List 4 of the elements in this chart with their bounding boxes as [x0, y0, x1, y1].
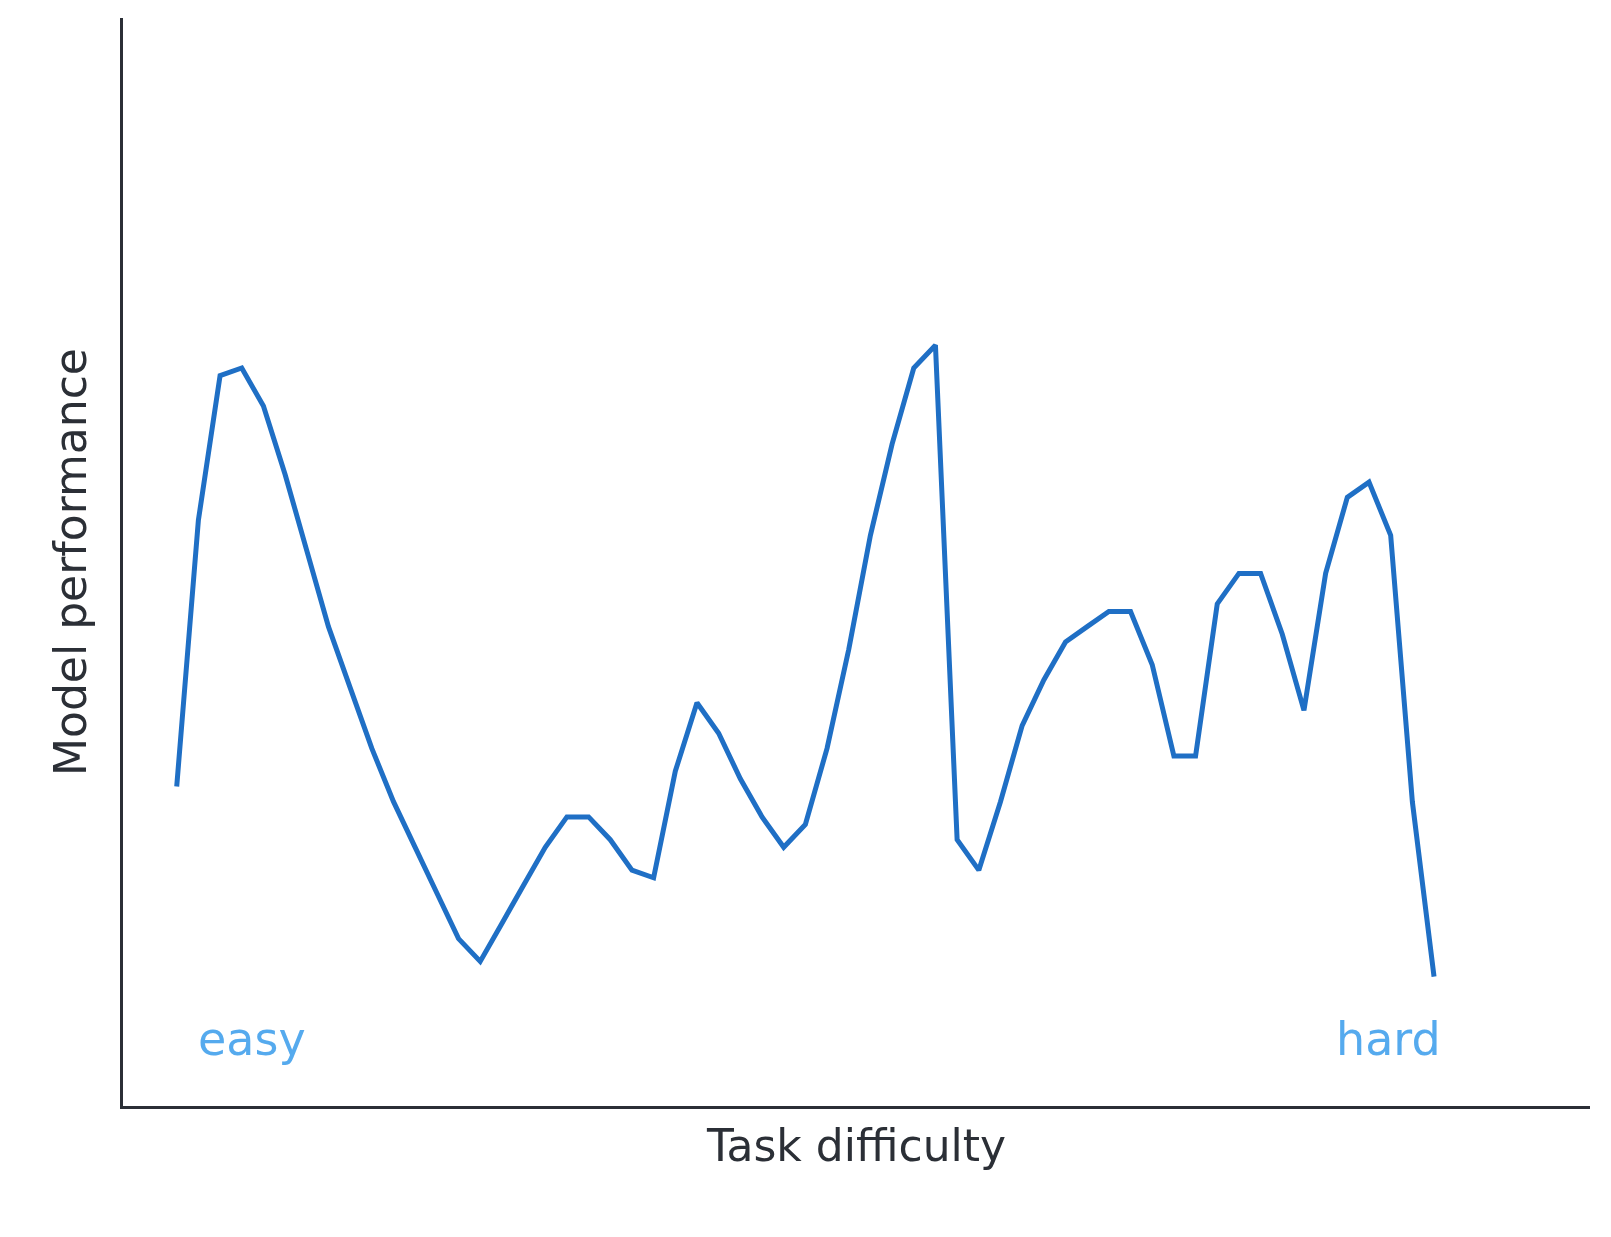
x-axis-title: Task difficulty: [705, 1119, 1007, 1171]
annotation: hard: [1336, 1012, 1441, 1066]
annotation: easy: [198, 1012, 306, 1066]
y-axis-title: Model performance: [45, 348, 97, 776]
